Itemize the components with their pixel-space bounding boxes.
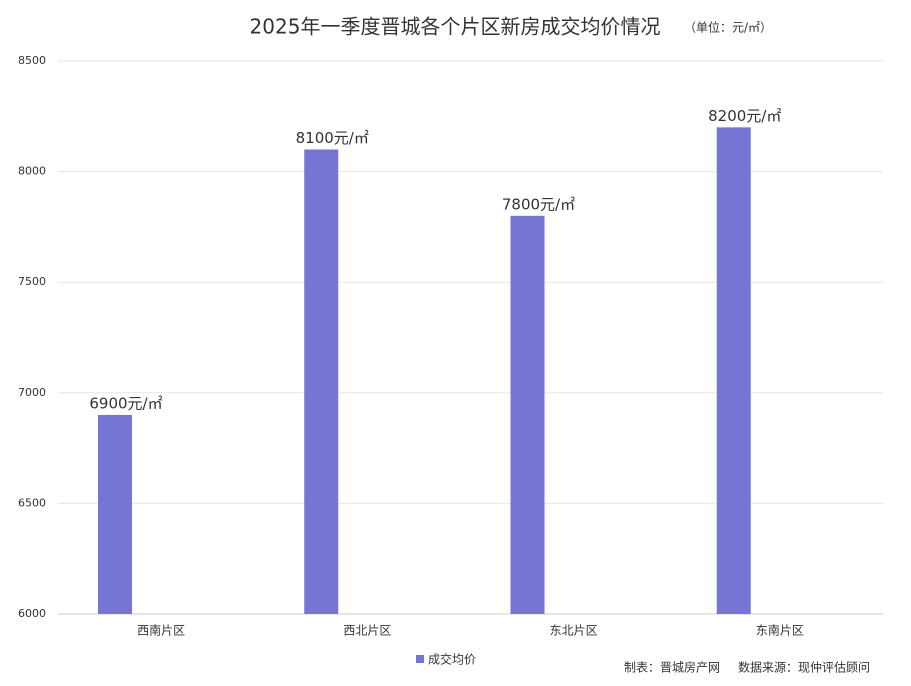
legend-swatch [416,655,424,663]
x-tick-label: 西北片区 [343,624,391,638]
bar [98,414,132,614]
footer-maker: 制表：晋城房产网 [624,660,720,675]
y-tick-label: 7000 [18,386,46,399]
x-tick-label: 东南片区 [756,623,804,638]
y-tick-label: 6000 [18,607,46,620]
x-tick-label: 西南片区 [137,623,185,638]
bar [510,215,545,614]
value-label: 8200元/㎡ [708,107,781,125]
y-tick-label: 7500 [18,275,46,288]
legend-label: 成交均价 [428,652,476,667]
bar [304,149,339,615]
y-tick-label: 8000 [18,165,46,178]
bar [716,127,751,615]
chart-title: 2025年一季度晋城各个片区新房成交均价情况 [250,15,661,39]
y-tick-label: 6500 [18,496,46,509]
value-label: 7800元/㎡ [502,195,575,213]
y-tick-label: 8500 [18,54,46,67]
value-label: 8100元/㎡ [296,129,369,147]
value-label: 6900元/㎡ [89,394,162,412]
footer-source: 数据来源：现仲评估顾问 [738,660,870,675]
chart-subtitle: （单位：元/㎡） [684,20,772,35]
x-tick-label: 东北片区 [550,624,598,638]
